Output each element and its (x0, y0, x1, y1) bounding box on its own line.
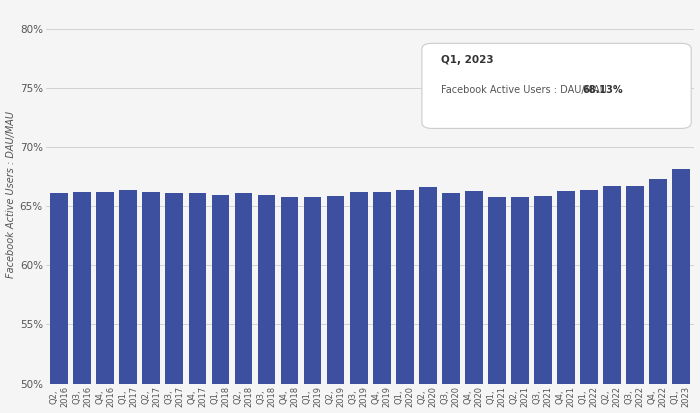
Bar (258, 195, 276, 413)
Bar (281, 197, 298, 413)
Bar (234, 193, 253, 413)
Bar (74, 192, 92, 413)
Text: Facebook Active Users : DAU/MAU:: Facebook Active Users : DAU/MAU: (442, 85, 614, 95)
Bar (419, 188, 437, 413)
FancyBboxPatch shape (422, 43, 691, 128)
Bar (533, 196, 552, 413)
Bar (143, 192, 160, 413)
Bar (603, 186, 621, 413)
Bar (97, 192, 114, 413)
Bar (649, 179, 666, 413)
Bar (556, 191, 575, 413)
Bar (626, 186, 643, 413)
Bar (395, 190, 414, 413)
Bar (304, 197, 321, 413)
Bar (188, 193, 206, 413)
Bar (165, 193, 183, 413)
Bar (372, 192, 391, 413)
Text: Q1, 2023: Q1, 2023 (442, 55, 494, 65)
Bar (672, 169, 690, 413)
Bar (465, 191, 482, 413)
Text: 68.13%: 68.13% (583, 85, 624, 95)
Bar (327, 196, 344, 413)
Bar (211, 195, 230, 413)
Bar (488, 197, 505, 413)
Bar (442, 193, 459, 413)
Bar (120, 190, 137, 413)
Bar (50, 193, 69, 413)
Bar (510, 197, 528, 413)
Y-axis label: Facebook Active Users : DAU/MAU: Facebook Active Users : DAU/MAU (6, 111, 15, 278)
Bar (580, 190, 598, 413)
Bar (349, 192, 368, 413)
